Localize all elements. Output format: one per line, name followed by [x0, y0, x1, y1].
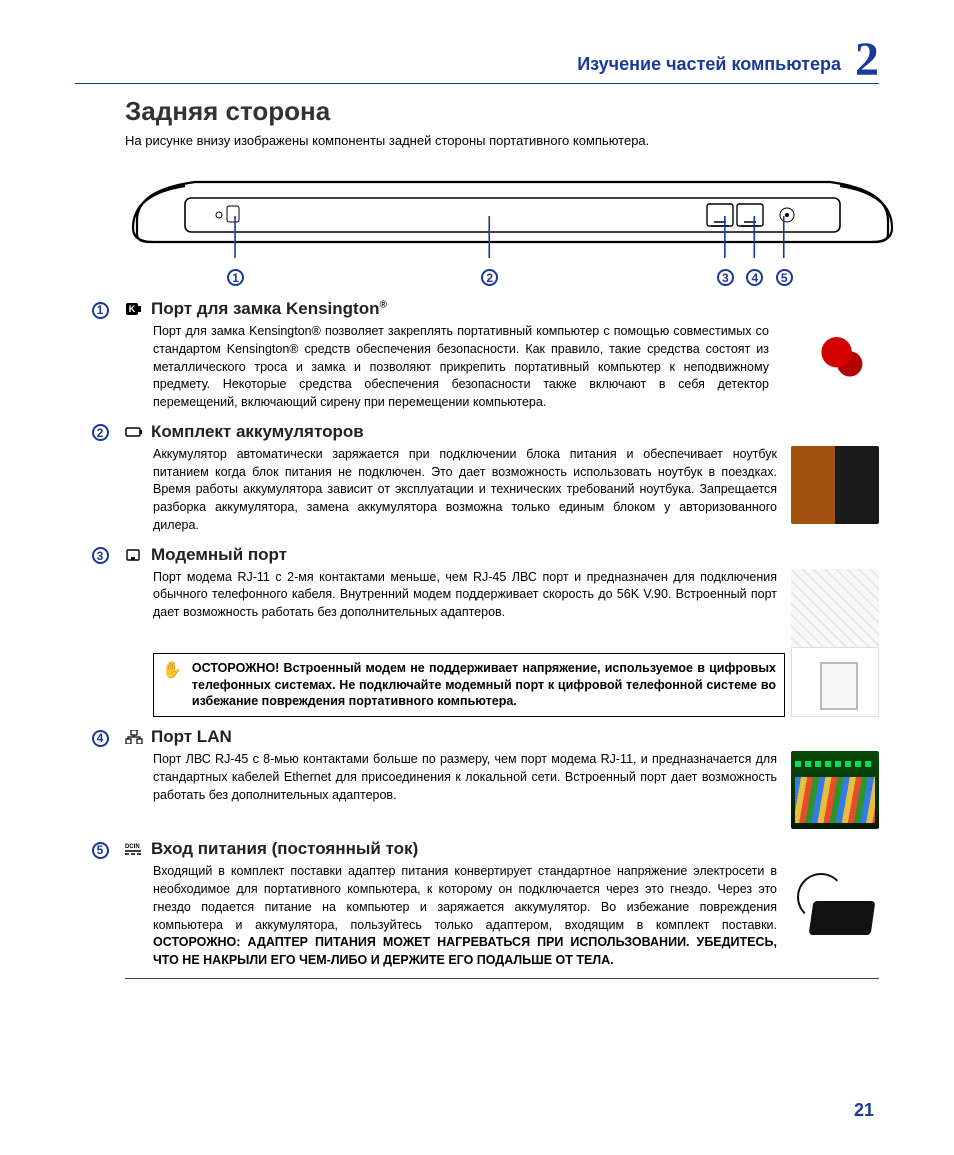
port-item: 3 Модемный порт Порт модема RJ-11 с 2-мя к… — [75, 545, 879, 718]
item-number-badge: 1 — [92, 302, 109, 319]
item-number-badge: 2 — [92, 424, 109, 441]
item-number-badge: 3 — [92, 547, 109, 564]
warning-box: ✋ ОСТОРОЖНО! Встроенный модем не поддержи… — [153, 653, 785, 718]
port-item: 4 Порт LAN Порт ЛВС RJ-45 с 8-мью контакта… — [75, 727, 879, 829]
item-body: Порт ЛВС RJ-45 с 8-мью контактами больше… — [125, 751, 785, 804]
dcin-icon: DCIN — [125, 842, 143, 856]
item-title: Порт LAN — [151, 727, 232, 747]
svg-text:K: K — [129, 304, 136, 314]
chapter-number: 2 — [855, 38, 879, 81]
items-list: 1 K Порт для замка Kensington® Порт для зам… — [75, 299, 879, 970]
warning-text: ОСТОРОЖНО! Встроенный модем не поддержив… — [192, 660, 776, 711]
item-body: Порт модема RJ-11 с 2-мя контактами мень… — [125, 569, 785, 622]
item-photo — [797, 321, 885, 399]
laptop-rear-svg — [125, 162, 900, 260]
item-photo — [791, 751, 879, 829]
chapter-title: Изучение частей компьютера — [577, 54, 841, 81]
diagram-callout: 3 — [717, 269, 734, 286]
port-item: 1 K Порт для замка Kensington® Порт для зам… — [75, 299, 879, 412]
warning-photo — [791, 647, 879, 718]
intro-text: На рисунке внизу изображены компоненты з… — [125, 133, 879, 148]
item-photo — [791, 446, 879, 524]
item-title: Комплект аккумуляторов — [151, 422, 364, 442]
warning-hand-icon: ✋ — [162, 660, 182, 682]
item-title: Вход питания (постоянный ток) — [151, 839, 418, 859]
diagram-callouts: 1 2 345 — [125, 269, 879, 289]
item-body: Порт для замка Kensington® позволяет зак… — [125, 323, 879, 412]
rear-view-diagram: 1 2 345 — [125, 162, 879, 289]
chapter-header: Изучение частей компьютера 2 — [75, 38, 879, 84]
item-photo — [791, 569, 879, 647]
item-title: Порт для замка Kensington® — [151, 299, 387, 319]
footer-rule — [125, 978, 879, 979]
svg-text:DCIN: DCIN — [125, 844, 140, 850]
page-number: 21 — [854, 1100, 874, 1121]
port-item: 5 DCIN Вход питания (постоянный ток) Входящ… — [75, 839, 879, 970]
item-number-badge: 5 — [92, 842, 109, 859]
item-photo — [791, 863, 879, 941]
item-number-badge: 4 — [92, 730, 109, 747]
modem-port-icon — [125, 548, 143, 562]
diagram-callout: 4 — [746, 269, 763, 286]
diagram-callout: 1 — [227, 269, 244, 286]
page-title: Задняя сторона — [125, 96, 879, 127]
item-body: Входящий в комплект поставки адаптер пит… — [125, 863, 785, 970]
item-body: Аккумулятор автоматически заряжается при… — [125, 446, 785, 535]
kensington-lock-icon: K — [125, 302, 143, 316]
diagram-callout: 2 — [481, 269, 498, 286]
item-title: Модемный порт — [151, 545, 287, 565]
port-item: 2 Комплект аккумуляторов Аккумулятор автом… — [75, 422, 879, 535]
battery-icon — [125, 425, 143, 439]
diagram-callout: 5 — [776, 269, 793, 286]
lan-port-icon — [125, 730, 143, 744]
